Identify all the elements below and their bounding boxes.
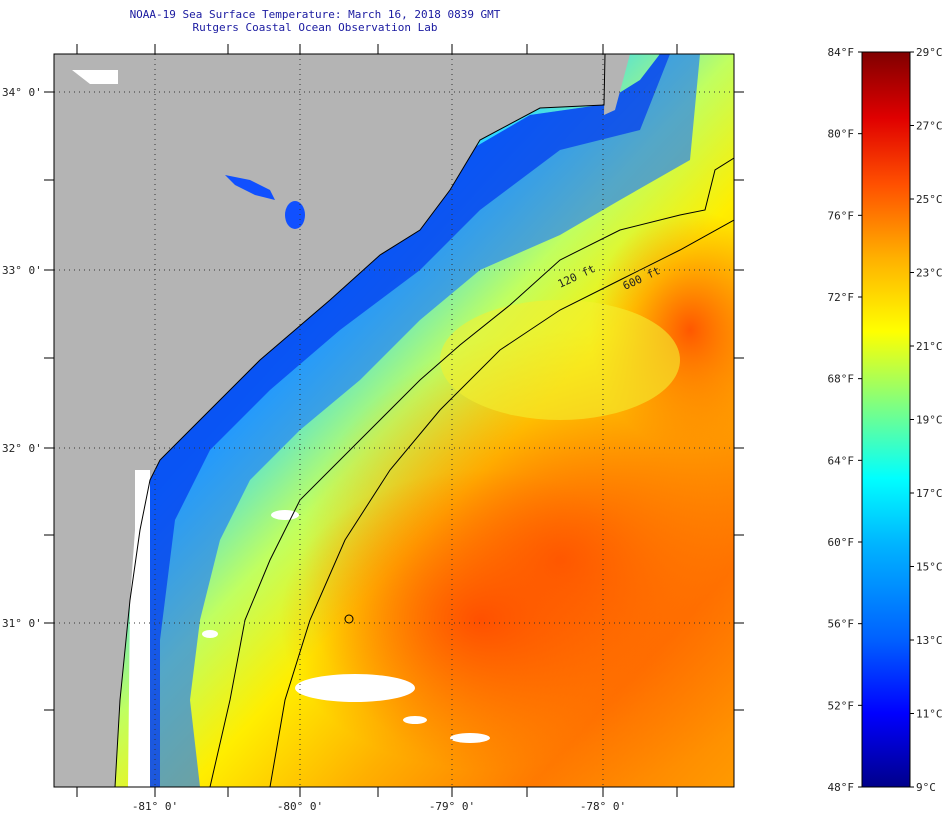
nearshore-cold-water (150, 54, 670, 787)
lon-label-78: -78° 0' (580, 800, 626, 813)
lon-label-80: -80° 0' (277, 800, 323, 813)
colorbar-label-f: 80°F (828, 128, 855, 141)
cloud-patch (295, 674, 415, 702)
colorbar-label-c: 17°C (916, 487, 943, 500)
colorbar-label-f: 84°F (828, 46, 855, 59)
colorbar-label-c: 27°C (916, 120, 943, 133)
graticule (54, 54, 734, 787)
colorbar-label-f: 60°F (828, 536, 855, 549)
colorbar-label-c: 21°C (916, 340, 943, 353)
colorbar-label-f: 56°F (828, 618, 855, 631)
colorbar-label-f: 48°F (828, 781, 855, 794)
colorbar-label-f: 72°F (828, 291, 855, 304)
cape-fear-land (604, 54, 630, 115)
inland-lake (225, 175, 275, 200)
lon-label-81: -81° 0' (132, 800, 178, 813)
lat-label-34: 34° 0' (2, 86, 42, 99)
colorbar-label-c: 11°C (916, 708, 943, 721)
coastline (114, 54, 606, 787)
contour-120ft (209, 157, 734, 787)
map-plot-area: 120 ft 600 ft (54, 54, 734, 787)
land-mass (54, 54, 605, 787)
colorbar-scale (861, 51, 911, 788)
missing-data-patch (72, 70, 118, 84)
cloud-patch-5 (403, 716, 427, 724)
colorbar: 84°F 80°F 76°F 72°F 68°F 64°F 60°F 56°F 52°F 48°F… (828, 46, 943, 794)
coastal-cold-band (150, 54, 700, 787)
title-line-1: NOAA-19 Sea Surface Temperature: March 1… (129, 8, 501, 21)
colorbar-label-c: 13°C (916, 634, 943, 647)
colorbar-label-c: 19°C (916, 414, 943, 427)
lon-label-79: -79° 0' (429, 800, 475, 813)
colorbar-label-c: 29°C (916, 46, 943, 59)
axis-ticks (44, 44, 744, 797)
colorbar-label-f: 52°F (828, 699, 855, 712)
colorbar-label-c: 25°C (916, 193, 943, 206)
colorbar-label-f: 64°F (828, 454, 855, 467)
colorbar-label-c: 9°C (916, 781, 936, 794)
cloud-patch-4 (202, 630, 218, 638)
lat-label-32: 32° 0' (2, 442, 42, 455)
inland-lake-2 (285, 201, 305, 229)
lat-label-33: 33° 0' (2, 264, 42, 277)
cool-tongue (440, 300, 680, 420)
colorbar-label-c: 15°C (916, 561, 943, 574)
cloud-patch-3 (271, 510, 299, 520)
station-marker (344, 614, 354, 624)
colorbar-label-f: 76°F (828, 209, 855, 222)
lat-label-31: 31° 0' (2, 617, 42, 630)
colorbar-label-f: 68°F (828, 373, 855, 386)
missing-data-strip (128, 470, 150, 787)
map-frame (53, 53, 735, 788)
title-line-2: Rutgers Coastal Ocean Observation Lab (192, 21, 438, 34)
cloud-patch-2 (450, 733, 490, 743)
colorbar-label-c: 23°C (916, 267, 943, 280)
warm-water-region-south (280, 470, 680, 770)
